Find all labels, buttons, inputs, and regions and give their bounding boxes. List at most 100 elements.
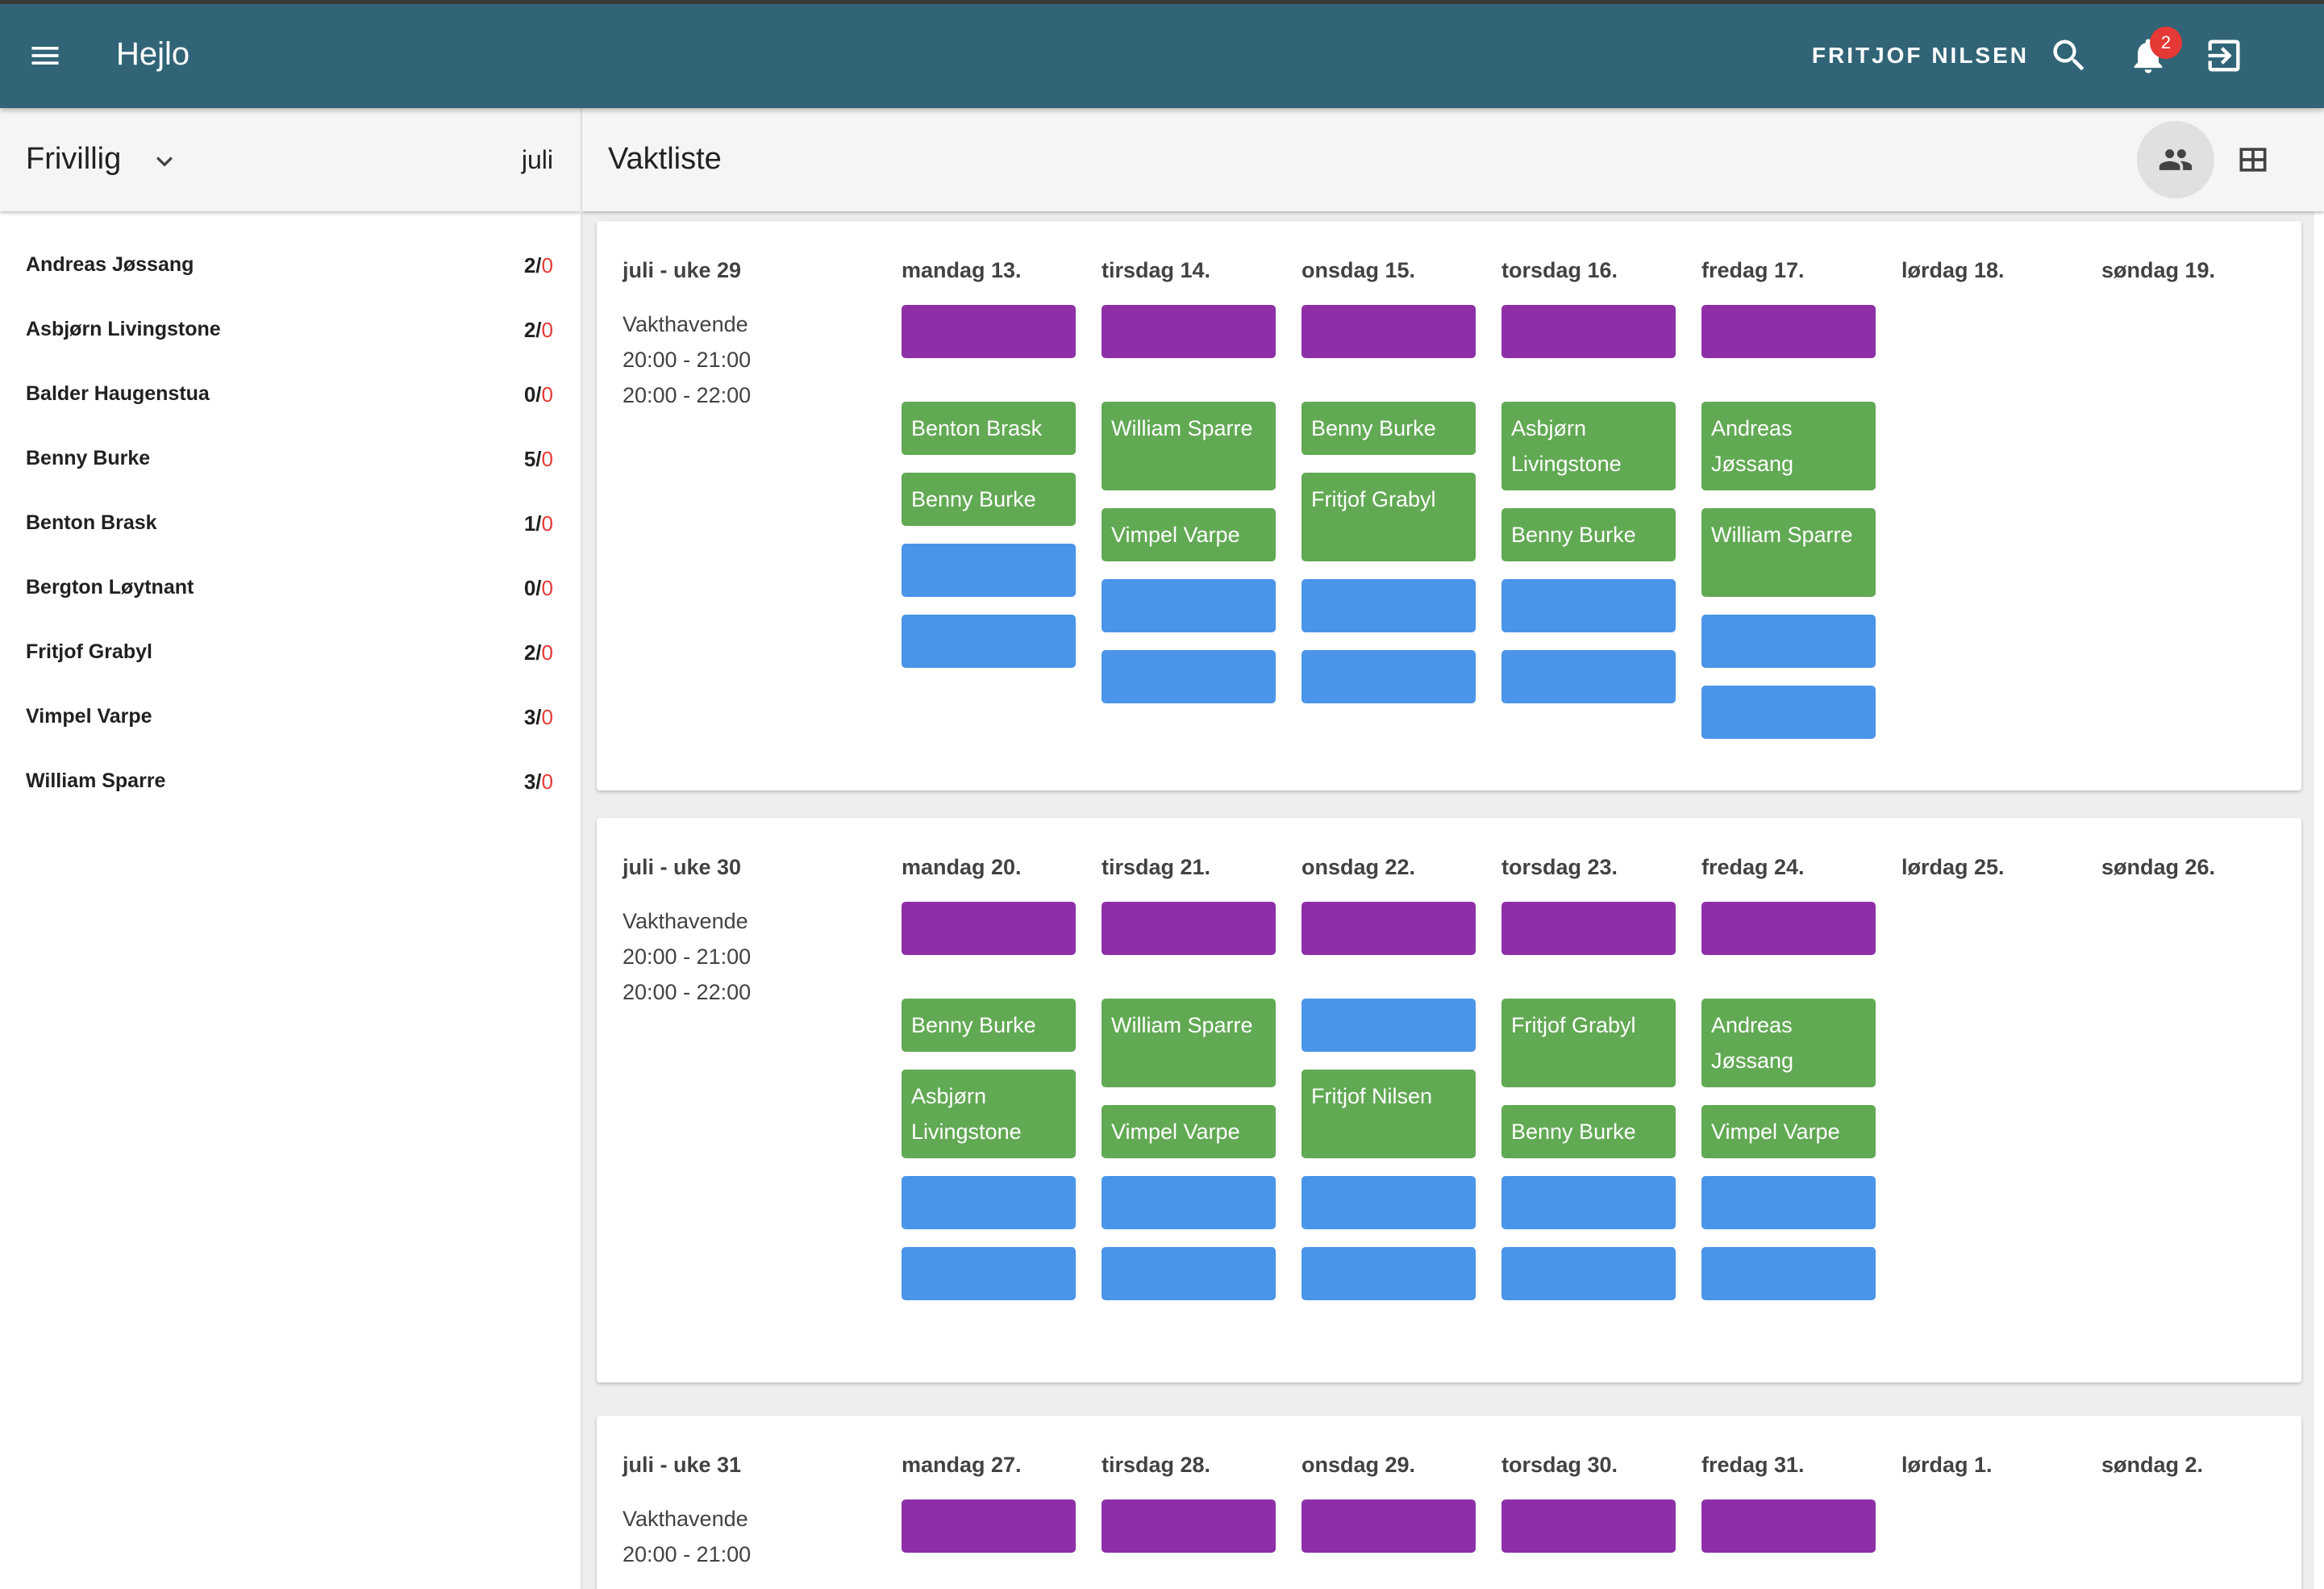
user-name-button[interactable]: FRITJOF NILSEN (1811, 43, 2029, 68)
open-shift-slot[interactable] (1102, 650, 1276, 703)
week-title: juli - uke 31 (623, 1453, 742, 1477)
day-header: fredag 24. (1701, 855, 1805, 879)
volunteer-row[interactable]: Benny Burke 5/0 (0, 415, 581, 479)
week-title: juli - uke 29 (623, 258, 742, 282)
assigned-shift[interactable]: Vimpel Varpe (1102, 1105, 1276, 1158)
chevron-down-icon[interactable] (148, 145, 181, 181)
volunteer-row[interactable]: William Sparre 3/0 (0, 737, 581, 802)
open-shift-slot[interactable] (902, 615, 1076, 668)
vakthavende-slot[interactable] (1302, 305, 1476, 358)
slot-label-vakthavende: Vakthavende 20:00 - 21:00 (623, 909, 752, 969)
open-shift-slot[interactable] (1302, 999, 1476, 1052)
assigned-shift[interactable]: Vimpel Varpe (1701, 1105, 1876, 1158)
vakthavende-slot[interactable] (1102, 305, 1276, 358)
assigned-shift[interactable]: Fritjof Grabyl (1302, 473, 1476, 561)
volunteer-row[interactable]: Fritjof Grabyl 2/0 (0, 608, 581, 673)
assigned-shift[interactable]: Andreas Jøssang (1701, 402, 1876, 490)
day-header: søndag 2. (2101, 1453, 2204, 1477)
table-view-button[interactable] (2214, 121, 2292, 198)
open-shift-slot[interactable] (1701, 615, 1876, 668)
open-shift-slot[interactable] (1302, 579, 1476, 632)
day-header: søndag 19. (2101, 258, 2216, 282)
volunteer-name: Benny Burke (26, 447, 151, 469)
volunteer-filter-label[interactable]: Frivillig (26, 142, 122, 176)
scrollbar-track[interactable] (2314, 108, 2324, 1589)
day-header: mandag 20. (902, 855, 1022, 879)
day-header: lørdag 1. (1901, 1453, 1993, 1477)
assigned-shift[interactable]: Vimpel Varpe (1102, 508, 1276, 561)
open-shift-slot[interactable] (1102, 1247, 1276, 1300)
vakthavende-slot[interactable] (1501, 902, 1676, 955)
volunteer-row[interactable]: Benton Brask 1/0 (0, 479, 581, 544)
volunteer-name: William Sparre (26, 769, 166, 792)
assigned-shift[interactable]: Benny Burke (1302, 402, 1476, 455)
people-view-button[interactable] (2137, 121, 2214, 198)
assigned-shift[interactable]: Benny Burke (1501, 508, 1676, 561)
open-shift-slot[interactable] (1501, 650, 1676, 703)
vakthavende-slot[interactable] (1701, 1499, 1876, 1553)
assigned-shift[interactable]: Benton Brask (902, 402, 1076, 455)
week-card: juli - uke 31 mandag 27. tirsdag 28. onsdag… (597, 1416, 2301, 1589)
open-shift-slot[interactable] (1701, 1176, 1876, 1229)
day-header: lørdag 18. (1901, 258, 2005, 282)
open-shift-slot[interactable] (1501, 579, 1676, 632)
assigned-shift[interactable]: William Sparre (1701, 508, 1876, 597)
vakthavende-slot[interactable] (1102, 902, 1276, 955)
open-shift-slot[interactable] (1102, 1176, 1276, 1229)
assigned-shift[interactable]: Fritjof Nilsen (1302, 1070, 1476, 1158)
assigned-shift[interactable]: Benny Burke (902, 473, 1076, 526)
panel-divider (581, 108, 582, 1589)
open-shift-slot[interactable] (902, 544, 1076, 597)
day-header: fredag 17. (1701, 258, 1805, 282)
vakthavende-slot[interactable] (902, 902, 1076, 955)
slot-label-evening: 20:00 - 22:00 (623, 980, 752, 1004)
month-label: juli (521, 145, 553, 174)
day-header: onsdag 22. (1302, 855, 1416, 879)
open-shift-slot[interactable] (1302, 1176, 1476, 1229)
volunteer-row[interactable]: Andreas Jøssang 2/0 (0, 221, 581, 286)
open-shift-slot[interactable] (1501, 1176, 1676, 1229)
vakthavende-slot[interactable] (1501, 305, 1676, 358)
assigned-shift[interactable]: William Sparre (1102, 402, 1276, 490)
vakthavende-slot[interactable] (1102, 1499, 1276, 1553)
vakthavende-slot[interactable] (1501, 1499, 1676, 1553)
week-card: juli - uke 30 mandag 20. tirsdag 21. onsdag… (597, 818, 2301, 1383)
slot-label-vakthavende: Vakthavende 20:00 - 21:00 (623, 312, 752, 372)
open-shift-slot[interactable] (1102, 579, 1276, 632)
open-shift-slot[interactable] (1701, 1247, 1876, 1300)
assigned-shift[interactable]: Benny Burke (902, 999, 1076, 1052)
volunteer-row[interactable]: Balder Haugenstua 0/0 (0, 350, 581, 415)
volunteer-shift-count: 2/0 (523, 640, 553, 665)
open-shift-slot[interactable] (902, 1247, 1076, 1300)
app-title: Hejlo (116, 36, 190, 72)
vakthavende-slot[interactable] (902, 305, 1076, 358)
volunteer-row[interactable]: Asbjørn Livingstone 2/0 (0, 286, 581, 350)
vakthavende-slot[interactable] (1701, 305, 1876, 358)
open-shift-slot[interactable] (1302, 1247, 1476, 1300)
slot-label-evening: 20:00 - 22:00 (623, 383, 752, 407)
assigned-shift[interactable]: Fritjof Grabyl (1501, 999, 1676, 1087)
notification-badge: 2 (2150, 27, 2182, 59)
vakthavende-slot[interactable] (1302, 902, 1476, 955)
open-shift-slot[interactable] (902, 1176, 1076, 1229)
menu-icon[interactable] (27, 38, 63, 73)
assigned-shift[interactable]: Asbjørn Livingstone (1501, 402, 1676, 490)
logout-icon[interactable] (2203, 35, 2245, 77)
assigned-shift[interactable]: Benny Burke (1501, 1105, 1676, 1158)
schedule-panel-header: Vaktliste (582, 108, 2324, 211)
people-icon (2159, 149, 2193, 170)
volunteer-row[interactable]: Bergton Løytnant 0/0 (0, 544, 581, 608)
vakthavende-slot[interactable] (1701, 902, 1876, 955)
assigned-shift[interactable]: Andreas Jøssang (1701, 999, 1876, 1087)
assigned-shift[interactable]: William Sparre (1102, 999, 1276, 1087)
day-header: torsdag 23. (1501, 855, 1618, 879)
volunteer-shift-count: 2/0 (523, 253, 553, 277)
open-shift-slot[interactable] (1501, 1247, 1676, 1300)
assigned-shift[interactable]: Asbjørn Livingstone (902, 1070, 1076, 1158)
open-shift-slot[interactable] (1701, 686, 1876, 739)
vakthavende-slot[interactable] (1302, 1499, 1476, 1553)
search-icon[interactable] (2048, 35, 2090, 77)
open-shift-slot[interactable] (1302, 650, 1476, 703)
vakthavende-slot[interactable] (902, 1499, 1076, 1553)
volunteer-row[interactable]: Vimpel Varpe 3/0 (0, 673, 581, 737)
